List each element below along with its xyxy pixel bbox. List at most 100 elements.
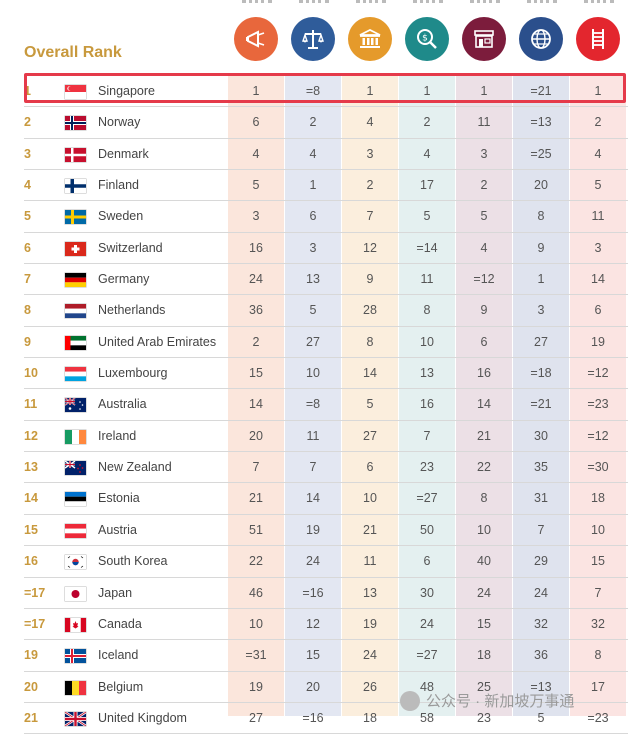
- pillar-rank-cell: 18: [363, 710, 377, 725]
- pillar-rank-cell: 17: [420, 178, 434, 193]
- pillar-rank-cell: 22: [477, 460, 491, 475]
- country-name: Norway: [98, 115, 141, 130]
- pillar-rank-cell: 13: [306, 272, 320, 287]
- pillar-rank-cell: 13: [420, 366, 434, 381]
- pillar-rank-cell: 21: [477, 428, 491, 443]
- pillar-rank-cell: 9: [480, 303, 488, 318]
- pillar-rank-cell: 1: [366, 84, 374, 98]
- pillar-rank-cell: 30: [420, 585, 434, 600]
- pillar-rank-cell: 24: [363, 648, 377, 663]
- pillar-rank-cell: 11: [306, 428, 320, 443]
- pillar-rank-cell: 23: [477, 710, 491, 725]
- country-name: Iceland: [98, 648, 139, 663]
- flag-icon-gb: [65, 711, 86, 726]
- pillar-rank-cell: 12: [306, 616, 320, 631]
- pillar-rank-cell: 2: [480, 178, 488, 193]
- column-background-5: [456, 76, 512, 716]
- pillar-rank-cell: 6: [366, 460, 374, 475]
- pillar-rank-cell: 58: [420, 710, 434, 725]
- pillar-rank-cell: 2: [252, 334, 260, 349]
- table-row: 15 Austria 51 19 21 50 10 7 10: [24, 515, 628, 547]
- country-name: Singapore: [98, 84, 155, 98]
- pillar-rank-cell: 46: [249, 585, 263, 600]
- pillar-rank-cell: 1: [423, 84, 431, 98]
- column-header-cut: [527, 0, 557, 13]
- pillar-rank-cell: =16: [302, 585, 324, 600]
- pillar-rank-cell: 2: [366, 178, 374, 193]
- pillar-rank-cell: 31: [534, 491, 548, 506]
- table-row: 13 New Zealand 7 7 6 23 22 35 =30: [24, 452, 628, 484]
- overall-rank-cell: 20: [24, 679, 38, 694]
- overall-rank-cell: 5: [24, 209, 31, 224]
- pillar-rank-cell: 6: [594, 303, 602, 318]
- pillar-rank-cell: 15: [477, 616, 491, 631]
- pillar-rank-cell: 1: [252, 84, 260, 98]
- table-row: 8 Netherlands 36 5 28 8 9 3 6: [24, 295, 628, 327]
- singapore-highlight-box: [24, 73, 626, 103]
- country-name: Denmark: [98, 146, 149, 161]
- pillar-rank-cell: 19: [306, 522, 320, 537]
- pillar-rank-cell: 29: [534, 554, 548, 569]
- pillar-rank-cell: 9: [366, 272, 374, 287]
- pillar-rank-cell: =23: [587, 397, 609, 412]
- pillar-rank-cell: =8: [305, 84, 321, 98]
- table-row: 16 South Korea 22 24 11 6 40 29 15: [24, 546, 628, 578]
- pillar-rank-cell: 7: [366, 209, 374, 224]
- country-name: Ireland: [98, 428, 137, 443]
- column-background-2: [285, 76, 341, 716]
- pillar-rank-cell: 3: [252, 209, 260, 224]
- pillar-rank-cell: 8: [480, 491, 488, 506]
- pillar-rank-cell: =12: [587, 428, 609, 443]
- pillar-rank-cell: 8: [594, 648, 602, 663]
- table-row: 6 Switzerland 16 3 12 =14 4 9 3: [24, 233, 628, 265]
- pillar-rank-cell: 16: [477, 366, 491, 381]
- overall-rank-cell: 7: [24, 272, 31, 287]
- watermark: 公众号 · 新加坡万事通: [400, 690, 574, 711]
- pillar-rank-cell: 24: [477, 585, 491, 600]
- pillar-rank-cell: =21: [530, 84, 552, 98]
- pillar-rank-cell: 19: [249, 679, 263, 694]
- pillar-rank-cell: 1: [537, 272, 545, 287]
- pillar-rank-cell: 1: [594, 84, 602, 98]
- flag-icon-dk: [65, 147, 86, 162]
- pillar-rank-cell: 3: [594, 240, 602, 255]
- watermark-text: 公众号 · 新加坡万事通: [426, 693, 575, 710]
- pillar-rank-cell: 40: [477, 554, 491, 569]
- table-row: =17 Canada 10 12 19 24 15 32 32: [24, 609, 628, 641]
- column-header-cut: [356, 0, 386, 13]
- pillar-rank-cell: 8: [423, 303, 431, 318]
- pillar-rank-cell: 50: [420, 522, 434, 537]
- table-row: 5 Sweden 3 6 7 5 5 8 11: [24, 201, 628, 233]
- pillar-rank-cell: 4: [252, 146, 260, 161]
- pillar-rank-cell: 14: [363, 366, 377, 381]
- pillar-rank-cell: 24: [534, 585, 548, 600]
- column-header-cut: [413, 0, 443, 13]
- pillar-rank-cell: 6: [309, 209, 317, 224]
- column-background-6: [513, 76, 569, 716]
- column-header-cut: [584, 0, 614, 13]
- pillar-rank-cell: =21: [530, 397, 552, 412]
- flag-icon-ae: [65, 335, 86, 350]
- country-name: Canada: [98, 616, 142, 631]
- flag-icon-no: [65, 116, 86, 131]
- ranking-table: 1 Singapore 1 =8 1 1 1 =21 1 2 Norway 6 2 4 2 11 =13 2 3 De…: [24, 76, 628, 734]
- pillar-rank-cell: 10: [363, 491, 377, 506]
- pillar-rank-cell: 2: [309, 115, 317, 130]
- pillar-rank-cell: 10: [249, 616, 263, 631]
- country-name: Finland: [98, 178, 139, 193]
- overall-rank-cell: 16: [24, 554, 38, 569]
- pillar-rank-cell: 15: [249, 366, 263, 381]
- pillar-rank-cell: 8: [537, 209, 545, 224]
- pillar-rank-cell: =27: [416, 491, 438, 506]
- pillar-rank-cell: =16: [302, 710, 324, 725]
- pillar-rank-cell: 7: [252, 460, 260, 475]
- pillar-rank-cell: 22: [249, 554, 263, 569]
- pillar-rank-cell: 5: [423, 209, 431, 224]
- flag-icon-ch: [65, 241, 86, 256]
- table-row: 2 Norway 6 2 4 2 11 =13 2: [24, 107, 628, 139]
- flag-icon-kr: [65, 555, 86, 570]
- overall-rank-cell: 12: [24, 428, 38, 443]
- pillar-rank-cell: =13: [530, 679, 552, 694]
- scales-icon: [291, 17, 335, 61]
- pillar-rank-cell: =14: [416, 240, 438, 255]
